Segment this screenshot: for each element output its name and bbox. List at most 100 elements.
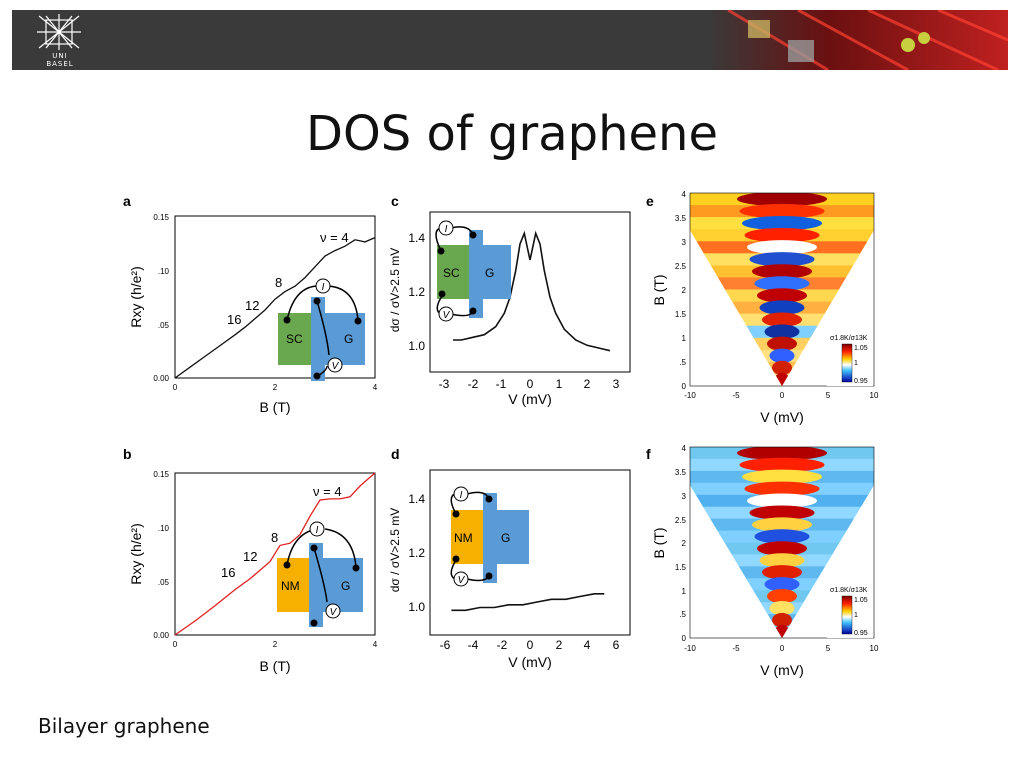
plot-frame: [429, 469, 631, 636]
heatmap-blob: [752, 517, 812, 532]
y-axis-label: Rxy (h/e²): [128, 266, 144, 327]
y-tick-label: .5: [679, 610, 686, 619]
y-tick-label: 1.4: [408, 492, 425, 506]
inset-label: V: [332, 361, 340, 372]
graphene-strip: [483, 493, 497, 583]
heatmap-blob: [774, 624, 790, 638]
x-tick-label: 2: [584, 377, 591, 391]
inset-label: V: [458, 575, 466, 586]
x-tick-label: 2: [556, 638, 563, 652]
chart-panel-b: b 0.15 .10 .05 0.00 0 2 4 B (T) Rxy (h/e…: [123, 446, 378, 674]
y-tick-label: 1.4: [408, 231, 425, 245]
colorbar-label: σ1.8K/σ13K: [830, 587, 868, 594]
colorbar-tick: 0.95: [854, 378, 868, 385]
graphene-strip: [469, 230, 483, 318]
x-tick-label: 0: [173, 383, 178, 392]
heatmap-blob: [769, 348, 795, 363]
graphene-strip: [311, 297, 325, 381]
heatmap-blob: [772, 612, 792, 628]
series-line: [174, 237, 376, 379]
plot-frame: [689, 192, 875, 387]
x-axis-label: B (T): [259, 399, 290, 415]
y-tick-label: .5: [679, 358, 686, 367]
heatmap-blob: [757, 288, 807, 303]
chart-panel-c: c 1.4 1.2 1.0 -3 -2 -1 0 1 2 3 V (mV) dσ…: [388, 193, 631, 407]
x-ticks: -10 -5 0 5 10: [684, 644, 879, 653]
banner-decoration: [708, 10, 1008, 70]
y-tick-label: 0.00: [153, 374, 169, 383]
y-tick-label: 3: [682, 492, 687, 501]
y-tick-label: 2: [682, 286, 687, 295]
heatmap-stripes: [690, 447, 874, 638]
colorbar-tick: 1.05: [854, 597, 868, 604]
heatmap-blob: [772, 360, 792, 376]
y-axis-label: dσ / σV>2.5 mV: [388, 248, 402, 333]
y-tick-label: 1.5: [675, 563, 687, 572]
x-tick-label: -4: [468, 638, 479, 652]
x-tick-label: -1: [496, 377, 507, 391]
device-inset: NM G I V: [277, 521, 363, 627]
heatmap-blob: [749, 505, 815, 520]
chart-panel-d: d 1.4 1.2 1.0 -6 -4 -2 0 2 4 6 V (mV) dσ…: [388, 446, 631, 670]
y-tick-label: 2.5: [675, 262, 687, 271]
nm-contact: [451, 510, 485, 564]
x-tick-label: -10: [684, 644, 696, 653]
x-axis-label: V (mV): [508, 391, 552, 407]
x-tick-label: 5: [826, 391, 831, 400]
panel-label: a: [123, 193, 131, 209]
annotation-12: 12: [245, 298, 259, 313]
y-tick-label: 1.2: [408, 546, 425, 560]
x-tick-label: 4: [373, 383, 378, 392]
x-tick-label: 0: [780, 644, 785, 653]
y-tick-label: 1.0: [408, 600, 425, 614]
y-tick-label: 0: [682, 634, 687, 643]
uni-basel-logo-icon: [37, 14, 81, 50]
heatmap-panel-f: f 4 3.5 3 2.5 2 1.5 1 .5 0 -10 -5 0 5 10…: [646, 445, 879, 678]
logo-text: UNI BASEL: [46, 52, 74, 68]
device-inset: NM G I V: [450, 486, 529, 587]
annotation-8: 8: [275, 275, 282, 290]
plot-frame: [174, 472, 376, 636]
inset-label: G: [344, 332, 353, 346]
inset-label: NM: [454, 531, 473, 545]
series-line: [452, 230, 611, 352]
heatmap-blob: [742, 469, 822, 484]
y-tick-label: 4: [682, 445, 687, 453]
y-tick-label: 2: [682, 539, 687, 548]
heatmap-blob: [737, 193, 827, 207]
header-banner: UNI BASEL: [12, 10, 1008, 70]
x-ticks: -10 -5 0 5 10: [684, 391, 879, 400]
heatmap-blob: [764, 324, 800, 339]
heatmap-blob: [747, 240, 817, 255]
heatmap-blob: [744, 481, 820, 496]
x-ticks: -3 -2 -1 0 1 2 3: [439, 377, 620, 391]
device-inset: SC G I V: [435, 220, 511, 322]
y-tick-label: 1: [682, 587, 687, 596]
panel-label: f: [646, 446, 651, 462]
x-tick-label: 0: [780, 391, 785, 400]
x-tick-label: 3: [613, 377, 620, 391]
inset-label: I: [445, 224, 448, 235]
x-axis-label: V (mV): [760, 662, 804, 678]
annotation-16: 16: [227, 312, 241, 327]
series-line: [451, 593, 605, 612]
x-tick-label: 0: [527, 638, 534, 652]
x-axis-label: B (T): [259, 658, 290, 674]
y-tick-label: .10: [158, 267, 170, 276]
inset-label: V: [330, 607, 338, 618]
x-tick-label: 5: [826, 644, 831, 653]
chart-panel-a: a 0.15 .10 .05 0.00 0 2 4 B (T) Rxy (h/e…: [123, 193, 378, 415]
x-tick-label: 1: [556, 377, 563, 391]
x-tick-label: 0: [173, 640, 178, 649]
y-tick-label: 1.5: [675, 310, 687, 319]
colorbar-tick: 1.05: [854, 345, 868, 352]
x-tick-label: 4: [373, 640, 378, 649]
nm-contact: [277, 558, 311, 612]
inset-label: SC: [286, 332, 303, 346]
annotation-12: 12: [243, 549, 257, 564]
y-tick-label: 1.2: [408, 285, 425, 299]
x-ticks: 0 2 4: [173, 383, 378, 392]
heatmap-blob: [742, 216, 822, 231]
heatmap-blob: [754, 276, 810, 291]
panel-label: b: [123, 446, 132, 462]
